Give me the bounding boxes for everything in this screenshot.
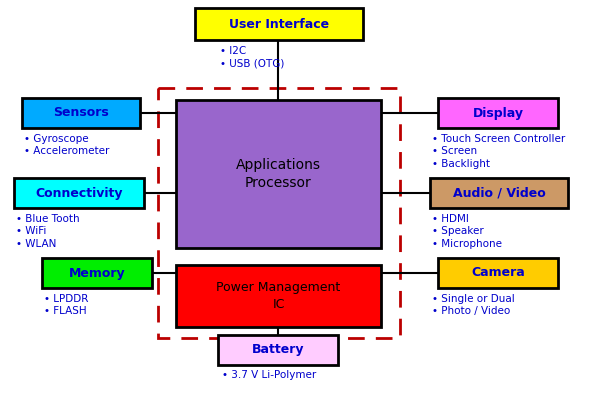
Text: • Single or Dual
• Photo / Video: • Single or Dual • Photo / Video (432, 294, 515, 316)
Text: • LPDDR
• FLASH: • LPDDR • FLASH (44, 294, 88, 316)
Text: • I2C
• USB (OTG): • I2C • USB (OTG) (220, 46, 284, 68)
Text: Memory: Memory (68, 266, 125, 279)
Text: Applications
Processor: Applications Processor (236, 158, 321, 190)
Bar (22, 98, 140, 128)
Bar (14, 178, 144, 208)
Text: • 3.7 V Li-Polymer: • 3.7 V Li-Polymer (222, 370, 316, 380)
Text: Battery: Battery (252, 343, 304, 356)
Bar (195, 8, 363, 40)
Bar (176, 265, 381, 327)
Bar (176, 100, 381, 248)
Text: Display: Display (473, 107, 523, 119)
Bar (158, 88, 400, 338)
Text: • Blue Tooth
• WiFi
• WLAN: • Blue Tooth • WiFi • WLAN (16, 214, 80, 249)
Bar (438, 98, 558, 128)
Text: Camera: Camera (471, 266, 525, 279)
Bar (430, 178, 568, 208)
Text: Connectivity: Connectivity (35, 187, 123, 200)
Text: Sensors: Sensors (53, 107, 109, 119)
Text: Power Management
IC: Power Management IC (217, 281, 341, 310)
Text: • Touch Screen Controller
• Screen
• Backlight: • Touch Screen Controller • Screen • Bac… (432, 134, 565, 169)
Text: • Gyroscope
• Accelerometer: • Gyroscope • Accelerometer (24, 134, 109, 156)
Text: User Interface: User Interface (229, 18, 329, 31)
Text: Audio / Video: Audio / Video (452, 187, 545, 200)
Bar (438, 258, 558, 288)
Bar (42, 258, 152, 288)
Bar (218, 335, 338, 365)
Text: • HDMI
• Speaker
• Microphone: • HDMI • Speaker • Microphone (432, 214, 502, 249)
